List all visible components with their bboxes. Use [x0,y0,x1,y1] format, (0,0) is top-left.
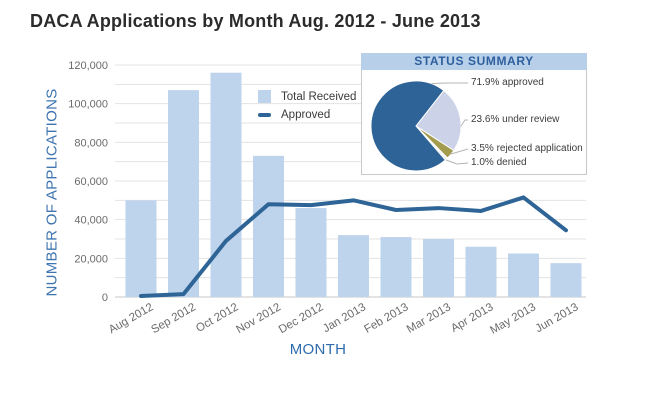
chart-title: DACA Applications by Month Aug. 2012 - J… [30,11,481,31]
x-tick-label: Nov 2012 [234,301,283,336]
pie-leader-line-2 [450,148,469,155]
legend-label-approved: Approved [281,108,331,121]
bar-jan-2013 [338,235,369,297]
x-tick-label: Feb 2013 [362,301,410,336]
y-tick-label: 0 [102,292,108,304]
bar-nov-2012 [253,155,284,297]
x-tick-label: Dec 2012 [277,301,326,336]
x-tick-label: Jun 2013 [534,301,581,335]
bar-dec-2012 [295,208,327,297]
pie-label-denied: 1.0% denied [471,157,527,168]
y-tick-label: 20,000 [74,253,108,265]
chart-legend: Total Received Approved [258,89,356,122]
x-axis-title: MONTH [289,341,347,358]
bar-swatch-icon [258,90,271,103]
pie-leader-line-0 [431,82,468,84]
y-tick-label: 40,000 [74,215,108,227]
bar-feb-2013 [380,237,412,297]
approved-line [139,195,568,299]
pie-leader-line-3 [445,159,469,165]
line-swatch-icon [258,112,271,117]
y-tick-label: 60,000 [74,176,108,188]
status-summary-body: 71.9% approved 23.6% under review 3.5% r… [361,70,587,175]
x-tick-label: Mar 2013 [405,301,453,336]
x-tick-label: Oct 2012 [194,301,240,335]
pie-slice-approved [370,80,447,172]
bar-apr-2013 [465,246,497,297]
x-tick-label: Jan 2013 [321,301,368,335]
legend-item-total-received: Total Received [258,89,356,104]
bar-jun-2013 [550,263,582,297]
bar-may-2013 [508,253,539,297]
pie-leader-line-1 [460,119,468,127]
y-axis-title: NUMBER OF APPLICATIONS [43,88,61,297]
x-tick-label: May 2013 [488,301,538,337]
pie-label-approved: 71.9% approved [471,77,544,88]
bar-aug-2012 [125,200,157,297]
bar-mar-2013 [423,239,454,297]
status-summary-panel: STATUS SUMMARY 71.9% approved 23.6% unde… [361,53,587,175]
bar-sep-2012 [168,90,199,297]
pie-chart-svg [370,80,469,172]
pie-slice-under-review [415,89,462,152]
x-tick-label: Aug 2012 [107,301,156,336]
legend-item-approved: Approved [258,107,356,122]
legend-label-total-received: Total Received [281,90,357,103]
y-tick-label: 100,000 [68,99,108,111]
x-tick-label: Sep 2012 [149,301,198,336]
y-tick-label: 120,000 [68,60,108,72]
y-tick-label: 80,000 [74,137,108,149]
pie-label-under-review: 23.6% under review [471,114,560,125]
pie-label-rejected: 3.5% rejected application [471,143,583,154]
status-summary-title: STATUS SUMMARY [361,53,587,70]
bar-oct-2012 [210,72,242,297]
x-tick-label: Apr 2013 [449,301,495,335]
